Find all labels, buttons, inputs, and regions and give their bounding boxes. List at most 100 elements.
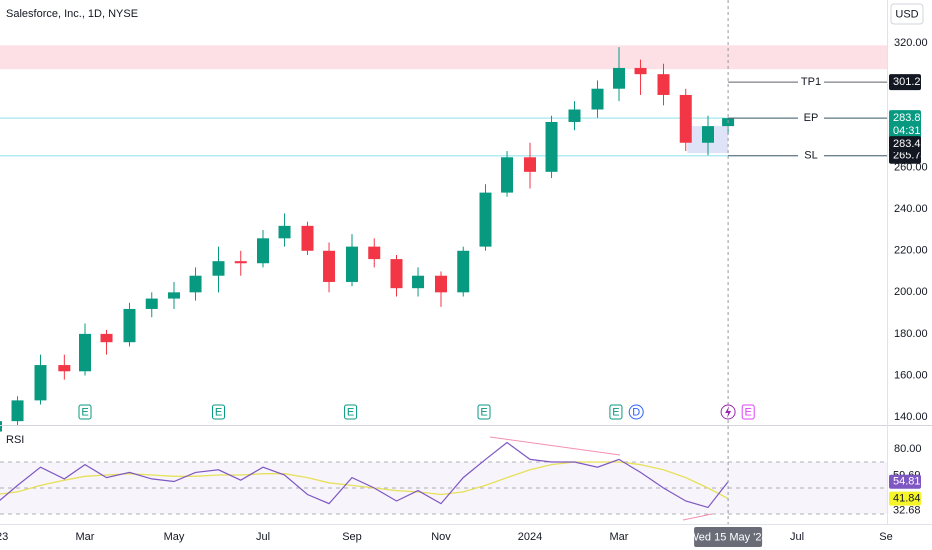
level-name: SL xyxy=(804,150,817,162)
rsi-value-box xyxy=(889,491,921,506)
candle-body xyxy=(234,261,247,264)
event-badge xyxy=(628,404,644,420)
rsi-line xyxy=(0,441,729,509)
candle-body xyxy=(346,246,358,282)
currency-button[interactable] xyxy=(890,3,924,25)
candle-body xyxy=(568,109,581,122)
y-tick-label: 320.00 xyxy=(894,37,928,49)
event-badge xyxy=(741,404,755,420)
event-label: E xyxy=(612,406,619,418)
split-icon-bolt xyxy=(725,406,732,418)
candle-body xyxy=(123,308,136,343)
level-price: 283.85 xyxy=(893,112,927,124)
rsi-ma-line xyxy=(0,461,729,500)
y-tick-label: 240.00 xyxy=(894,203,928,215)
y-tick-label: 160.00 xyxy=(894,369,928,381)
divergence-line xyxy=(682,513,713,521)
x-tick-label: 2024 xyxy=(518,531,542,543)
candle-body xyxy=(301,225,314,251)
price-label-box xyxy=(889,136,921,153)
candle-body xyxy=(100,333,113,343)
x-tick-label: Mar xyxy=(76,531,95,543)
price-label: 283.47 xyxy=(893,138,927,150)
candle-body xyxy=(212,261,225,276)
candle-body xyxy=(390,259,403,289)
level-price-box xyxy=(889,110,921,141)
y-tick-label: 140.00 xyxy=(894,411,928,423)
candle-body xyxy=(278,225,291,239)
candle-body xyxy=(189,275,202,293)
rsi-value-label: 41.84 xyxy=(893,493,921,505)
candle-body xyxy=(435,275,447,293)
crosshair-date: Wed 15 May '24 xyxy=(689,531,768,543)
x-tick-label: Jul xyxy=(790,531,804,543)
candle-body xyxy=(168,292,180,299)
candle-body xyxy=(145,298,158,309)
candle-body xyxy=(634,67,647,75)
candle-body xyxy=(257,238,269,264)
event-label: E xyxy=(81,406,88,418)
x-tick-label: Sep xyxy=(342,531,362,543)
candle-body xyxy=(479,192,492,247)
y-tick-label: 260.00 xyxy=(894,162,928,174)
level-name: TP1 xyxy=(801,76,821,88)
level-price: 265.74 xyxy=(893,150,927,162)
event-badge xyxy=(477,404,491,420)
level-name-bg xyxy=(798,148,824,163)
candle-body xyxy=(323,250,336,282)
x-tick-label: Se xyxy=(879,531,892,543)
candle-body xyxy=(79,333,91,372)
candle-body xyxy=(368,246,381,260)
event-label: E xyxy=(745,406,752,418)
x-tick-label: Jul xyxy=(256,531,270,543)
candle-body xyxy=(545,121,558,172)
event-label: E xyxy=(480,406,487,418)
level-name: EP xyxy=(804,112,819,124)
event-label: E xyxy=(215,406,222,418)
event-badge xyxy=(212,404,225,420)
rsi-title: RSI xyxy=(6,434,24,446)
candle-body xyxy=(613,67,625,89)
candle-body xyxy=(524,157,536,172)
y-tick-label: 200.00 xyxy=(894,286,928,298)
x-tick-label: Nov xyxy=(431,531,451,543)
candle-body xyxy=(457,250,470,293)
candle-body xyxy=(412,275,425,289)
rsi-value-label: 54.81 xyxy=(893,476,921,488)
candle-body xyxy=(11,400,24,422)
rsi-value-label: 32.68 xyxy=(893,504,921,516)
rsi-tick-label: 80.00 xyxy=(894,443,922,455)
event-badge xyxy=(344,404,358,420)
level-name-bg xyxy=(798,75,824,90)
rsi-value-box xyxy=(889,474,921,489)
countdown: 04:31:31 xyxy=(893,125,932,137)
candle-body xyxy=(0,421,2,432)
chart-title: Salesforce, Inc., 1D, NYSE xyxy=(6,8,138,20)
candle-body xyxy=(591,88,604,110)
axes: 140.00 160.00 180.00 200.00 220.00 240.00 260.… xyxy=(0,37,928,543)
candle-body xyxy=(702,126,714,143)
resistance-zone xyxy=(0,45,887,70)
x-tick-label: 2023 xyxy=(0,531,8,543)
level-price-box xyxy=(889,74,921,91)
candle-body xyxy=(657,74,670,95)
y-tick-label: 220.00 xyxy=(894,245,928,257)
x-tick-label: May xyxy=(164,531,185,543)
y-tick-label: 180.00 xyxy=(894,328,928,340)
candle-body xyxy=(501,157,514,193)
crosshair-date-box xyxy=(694,527,763,547)
event-badge xyxy=(609,404,623,420)
level-price: 301.20 xyxy=(893,76,927,88)
candle-body xyxy=(679,94,692,143)
candle-body xyxy=(34,365,47,401)
event-label: D xyxy=(632,406,640,418)
currency[interactable]: USD xyxy=(895,8,918,20)
event-label: E xyxy=(347,406,354,418)
divergence-line xyxy=(489,436,621,456)
level-name-bg xyxy=(798,111,824,126)
x-tick-label: Mar xyxy=(610,531,629,543)
plot-area xyxy=(0,45,887,521)
event-badge xyxy=(78,404,92,420)
candle-body xyxy=(58,365,71,372)
